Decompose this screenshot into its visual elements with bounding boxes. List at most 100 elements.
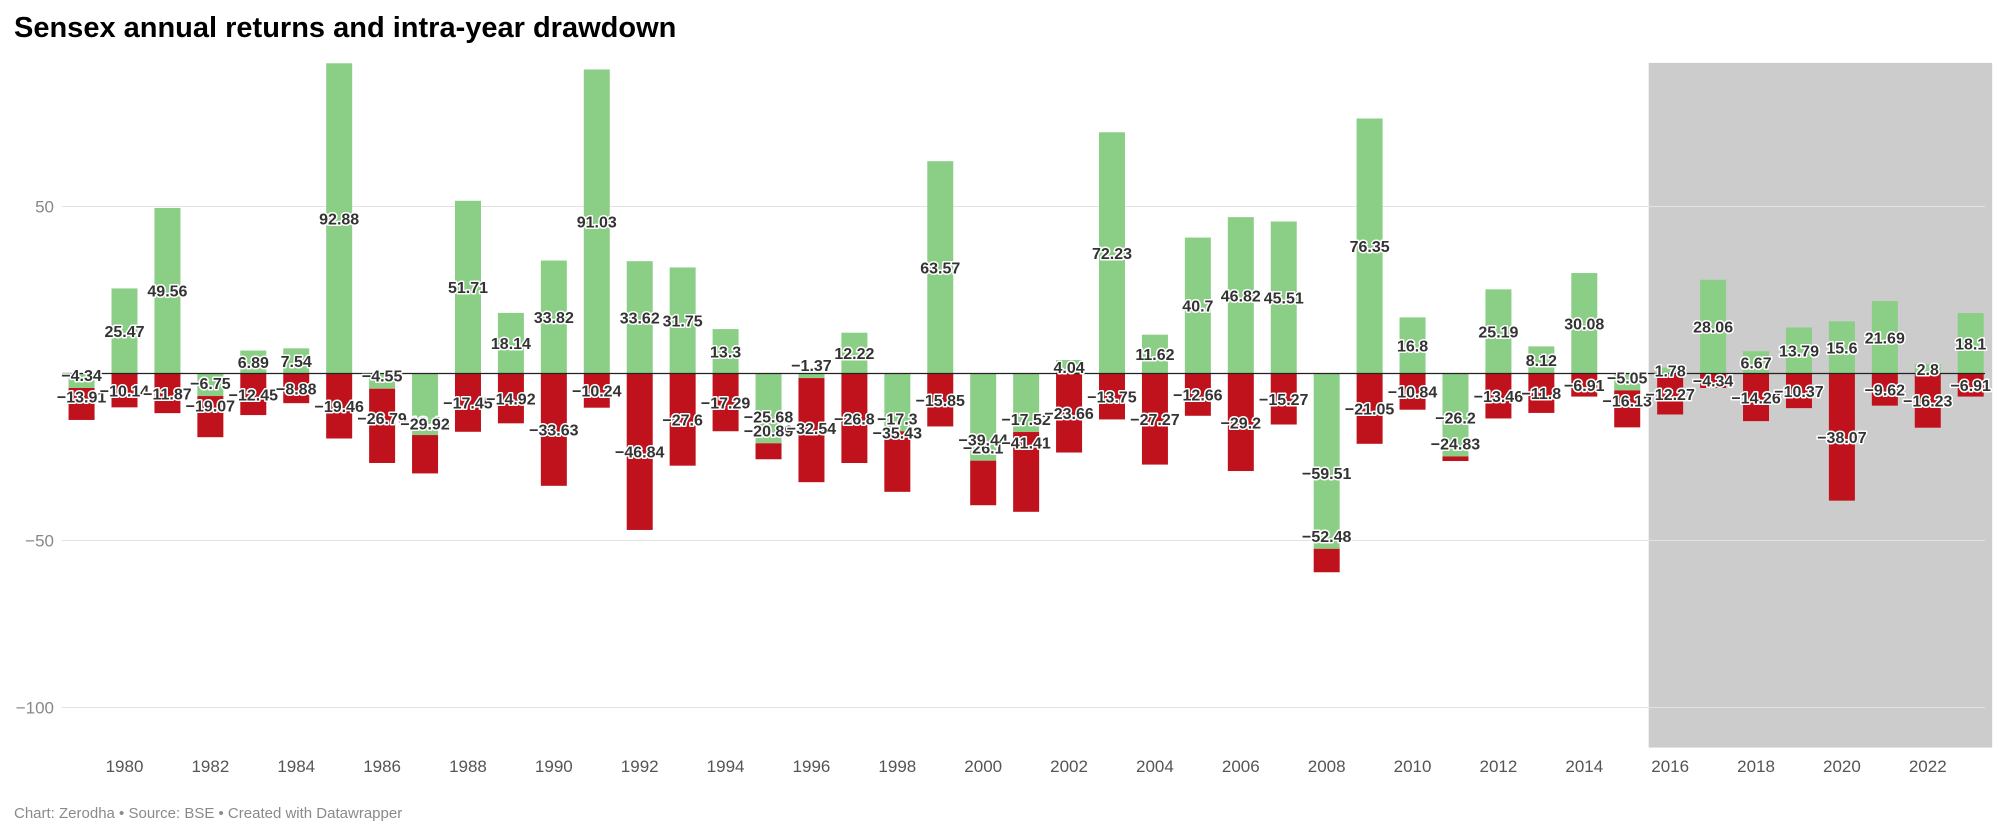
return-bar (1356, 118, 1383, 374)
value-label: 13.3 (710, 344, 741, 361)
drawdown-bar (1013, 432, 1040, 512)
return-bar (927, 161, 954, 374)
return-bar (1227, 217, 1254, 374)
return-bar (712, 329, 739, 374)
value-label: −26.1 (963, 441, 1004, 458)
drawdown-bar (1099, 373, 1126, 420)
value-label: 49.56 (147, 284, 187, 301)
drawdown-bar (1313, 548, 1340, 573)
value-label: 45.51 (1264, 290, 1304, 307)
value-label: −20.89 (744, 423, 793, 440)
x-tick-label: 1998 (878, 757, 916, 776)
return-bar (1743, 351, 1770, 374)
value-label: −6.91 (1950, 378, 1991, 395)
return-bar (1056, 360, 1083, 374)
drawdown-bar (240, 373, 267, 416)
drawdown-bar (1184, 373, 1211, 416)
drawdown-bar (68, 387, 95, 420)
x-tick-label: 2012 (1480, 757, 1518, 776)
value-label: −15.85 (916, 393, 965, 410)
return-bar (1313, 373, 1340, 549)
drawdown-bar (1356, 373, 1383, 444)
x-tick-label: 2004 (1136, 757, 1174, 776)
drawdown-bar (1614, 390, 1641, 428)
return-bar (669, 267, 696, 374)
drawdown-bar (1442, 456, 1469, 462)
value-label: −5.05 (1607, 370, 1648, 387)
chart-footer: Chart: Zerodha • Source: BSE • Created w… (14, 805, 403, 822)
x-tick-label: 2010 (1394, 757, 1432, 776)
value-label: −11.8 (1522, 386, 1562, 403)
return-bar (798, 373, 825, 379)
value-label: −33.63 (529, 423, 578, 440)
return-bar (197, 373, 224, 397)
value-label: −10.37 (1774, 384, 1823, 401)
value-label: −27.27 (1130, 412, 1179, 429)
drawdown-bar (712, 373, 739, 432)
value-label: −13.46 (1474, 389, 1523, 406)
return-bar (497, 312, 524, 374)
return-bar (412, 373, 439, 436)
x-tick-label: 1986 (363, 757, 401, 776)
return-bar (1657, 367, 1684, 374)
drawdown-bar (798, 378, 825, 483)
drawdown-bar (1700, 373, 1727, 388)
x-tick-label: 2006 (1222, 757, 1260, 776)
value-label: −29.2 (1221, 415, 1262, 432)
value-label: −16.23 (1903, 394, 1952, 411)
value-label: −26.79 (357, 411, 406, 428)
return-bar (1141, 334, 1168, 374)
value-label: −52.48 (1302, 529, 1351, 546)
drawdown-bar (1828, 373, 1855, 501)
value-label: −35.43 (873, 426, 922, 443)
value-label: 91.03 (577, 214, 617, 231)
value-label: −14.26 (1731, 390, 1780, 407)
return-bar (1442, 373, 1469, 457)
return-bar (1914, 364, 1941, 374)
value-label: −4.34 (1693, 374, 1734, 391)
value-label: −24.83 (1431, 436, 1480, 453)
return-bar (1700, 279, 1727, 374)
drawdown-bar (497, 373, 524, 424)
value-label: 31.75 (663, 313, 703, 330)
drawdown-bar (1227, 373, 1254, 472)
return-bar (1571, 273, 1598, 374)
x-tick-label: 1982 (191, 757, 229, 776)
value-label: 30.08 (1564, 316, 1604, 333)
value-label: 33.82 (534, 310, 574, 327)
value-label: −4.34 (61, 368, 102, 385)
drawdown-bar (669, 373, 696, 466)
value-label: −10.14 (100, 383, 149, 400)
value-label: −12.45 (229, 387, 278, 404)
x-tick-label: 1996 (793, 757, 831, 776)
value-label: −27.6 (662, 413, 703, 430)
value-label: 8.12 (1526, 353, 1557, 370)
value-label: −59.51 (1302, 466, 1351, 483)
return-bar (1828, 321, 1855, 374)
return-bar (755, 373, 782, 444)
value-label: −19.07 (186, 398, 235, 415)
drawdown-bar (1141, 373, 1168, 465)
return-bar (1270, 221, 1297, 374)
return-bar (154, 207, 181, 374)
return-bar (1099, 132, 1126, 374)
value-label: 63.57 (920, 260, 960, 277)
x-tick-label: 1980 (106, 757, 144, 776)
value-label: 76.35 (1350, 239, 1390, 256)
return-bar (626, 261, 653, 374)
return-bar (1184, 237, 1211, 374)
value-label: 2.8 (1917, 362, 1939, 379)
drawdown-bar (841, 373, 868, 464)
return-bar (1785, 327, 1812, 374)
value-label: 33.62 (620, 310, 660, 327)
return-bar (111, 288, 138, 374)
value-label: 28.06 (1693, 320, 1733, 337)
value-label: 12.22 (834, 346, 874, 363)
return-bar (1957, 313, 1984, 374)
value-label: −15.27 (1259, 392, 1308, 409)
y-tick-label: −100 (16, 699, 54, 718)
value-label: 21.69 (1865, 330, 1905, 347)
drawdown-bar (884, 431, 911, 492)
drawdown-bar (1270, 373, 1297, 425)
x-tick-label: 1994 (707, 757, 745, 776)
